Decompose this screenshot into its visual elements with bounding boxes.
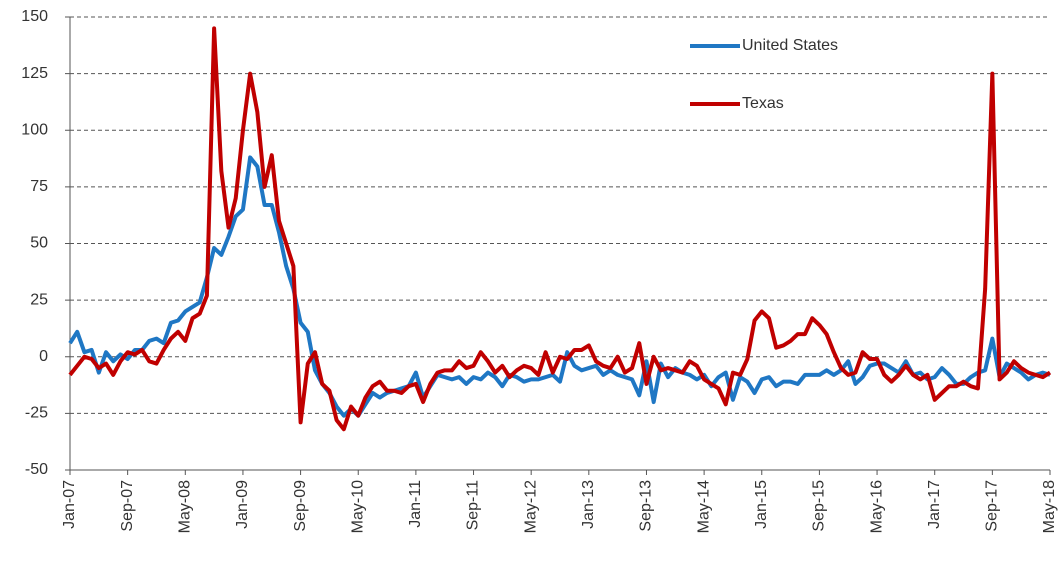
- legend-label: United States: [742, 37, 838, 54]
- y-tick-label: 150: [21, 8, 48, 25]
- x-tick-label: May-10: [349, 480, 366, 533]
- x-tick-label: Sep-13: [638, 480, 655, 532]
- x-tick-label: Jan-17: [926, 480, 943, 529]
- y-tick-label: 0: [39, 348, 48, 365]
- series-line: [68, 26, 1052, 432]
- y-tick-label: 50: [30, 235, 48, 252]
- x-tick-label: Jan-15: [753, 480, 770, 529]
- x-tick-label: Sep-17: [984, 480, 1001, 532]
- x-tick-label: May-08: [177, 480, 194, 533]
- x-tick-label: Jan-13: [580, 480, 597, 529]
- y-tick-label: 75: [30, 178, 48, 195]
- x-tick-label: Sep-09: [292, 480, 309, 532]
- y-tick-label: -50: [25, 461, 48, 478]
- x-tick-label: Jan-07: [61, 480, 78, 529]
- x-tick-label: May-14: [695, 480, 712, 533]
- x-tick-label: Sep-11: [465, 480, 482, 531]
- y-tick-label: 25: [30, 291, 48, 308]
- x-tick-label: May-16: [868, 480, 885, 533]
- x-tick-label: Sep-07: [119, 480, 136, 532]
- x-tick-label: Sep-15: [811, 480, 828, 532]
- x-tick-label: May-18: [1041, 480, 1058, 533]
- x-tick-label: Jan-11: [407, 480, 424, 528]
- legend-label: Texas: [742, 95, 784, 112]
- y-tick-label: 125: [21, 65, 48, 82]
- x-tick-label: May-12: [522, 480, 539, 533]
- series-line: [68, 155, 1051, 418]
- y-tick-label: 100: [21, 121, 48, 138]
- y-tick-label: -25: [25, 405, 48, 422]
- x-tick-label: Jan-09: [234, 480, 251, 529]
